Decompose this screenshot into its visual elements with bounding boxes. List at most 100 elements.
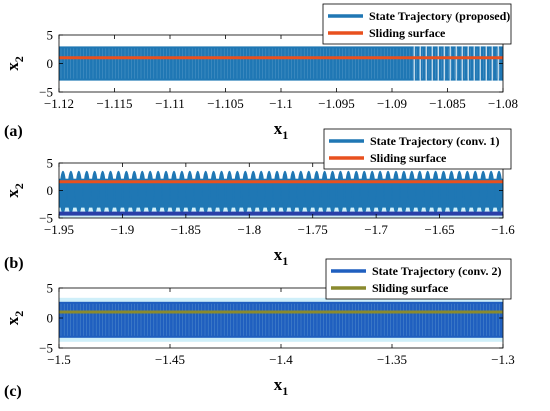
y-tick-label: 5 <box>47 28 54 43</box>
oscillation-cycle <box>154 170 162 214</box>
x-tick-label: −1.65 <box>425 222 455 237</box>
oscillation-cycle <box>146 170 154 214</box>
oscillation-cycle <box>138 170 146 214</box>
x-tick-label: −1.85 <box>171 222 201 237</box>
legend-entry: Sliding surface <box>370 151 447 165</box>
legend-entry: Sliding surface <box>369 26 446 40</box>
oscillation-cycle <box>59 170 67 214</box>
panel-label: (a) <box>4 123 23 140</box>
trajectory-texture <box>60 48 503 79</box>
y-axis-label: x2 <box>3 183 26 198</box>
oscillation-cycle <box>305 170 313 214</box>
oscillation-cycle <box>345 170 352 214</box>
y-tick-label: −5 <box>39 341 53 356</box>
x-axis-label: x1 <box>274 375 289 398</box>
oscillation-cycle <box>384 170 392 214</box>
y-tick-label: −5 <box>39 211 53 226</box>
oscillation-cycle <box>130 170 138 214</box>
oscillation-cycle <box>416 170 424 214</box>
panel-label: (b) <box>4 255 24 272</box>
x-tick-label: −1.8 <box>237 222 261 237</box>
x-tick-label: −1.105 <box>207 96 244 111</box>
x-tick-label: −1.7 <box>364 222 388 237</box>
x-tick-label: −1.4 <box>269 352 293 367</box>
oscillation-cycle <box>67 170 75 214</box>
x-tick-label: −1.3 <box>491 352 515 367</box>
oscillation-cycle <box>257 170 265 214</box>
oscillation-cycle <box>218 170 225 214</box>
x-tick-label: −1.75 <box>298 222 328 237</box>
x-tick-label: −1.1 <box>269 96 293 111</box>
plot-area <box>59 297 503 342</box>
oscillation-cycle <box>162 170 170 214</box>
oscillation-cycle <box>115 170 122 214</box>
oscillation-cycle <box>337 170 344 214</box>
oscillation-cycle <box>392 170 400 214</box>
x-tick-label: −1.9 <box>111 222 135 237</box>
oscillation-cycle <box>273 170 281 214</box>
x-axis-label: x1 <box>274 119 289 142</box>
oscillation-cycle <box>424 170 432 214</box>
x-tick-label: −1.5 <box>47 352 71 367</box>
legend-box <box>322 3 512 45</box>
legend-entry: State Trajectory (conv. 2) <box>372 264 502 278</box>
x-tick-label: −1.12 <box>44 96 74 111</box>
panel-label: (c) <box>4 383 22 400</box>
trajectory-gaps <box>413 46 499 81</box>
x-tick-label: −1.095 <box>318 96 355 111</box>
oscillation-cycle <box>352 170 360 214</box>
oscillation-cycle <box>194 170 202 214</box>
oscillation-cycle <box>210 170 217 214</box>
oscillation-cycle <box>226 170 233 214</box>
oscillation-cycle <box>170 170 178 214</box>
oscillation-cycle <box>448 170 455 214</box>
oscillation-cycle <box>99 170 106 214</box>
oscillation-cycle <box>456 170 463 214</box>
legend-entry: Sliding surface <box>372 281 449 295</box>
state-trajectory-band-1 <box>59 301 503 338</box>
legend-box <box>323 128 512 170</box>
oscillation-cycle <box>400 170 408 214</box>
oscillation-cycle <box>368 170 376 214</box>
y-tick-label: 5 <box>47 281 54 296</box>
x-tick-label: −1.95 <box>44 222 74 237</box>
trajectory-texture <box>60 303 503 336</box>
trajectory-lower-edge <box>59 211 503 216</box>
oscillation-cycle <box>234 170 241 214</box>
oscillation-cycle <box>202 170 210 214</box>
legend: State Trajectory (proposed) Sliding surfa… <box>322 3 512 45</box>
legend: State Trajectory (conv. 1) Sliding surfac… <box>323 128 512 170</box>
oscillation-cycle <box>241 170 249 214</box>
oscillation-cycle <box>329 170 336 214</box>
y-axis-label: x2 <box>3 56 26 71</box>
y-tick-label: 5 <box>47 156 54 171</box>
y-tick-label: −5 <box>39 85 53 100</box>
oscillation-cycle <box>408 170 416 214</box>
x-tick-label: −1.45 <box>155 352 185 367</box>
oscillation-cycle <box>91 170 99 214</box>
oscillation-cycle <box>178 170 186 214</box>
oscillation-cycle <box>83 170 91 214</box>
oscillation-cycle <box>432 170 439 214</box>
y-tick-label: 0 <box>47 56 54 71</box>
oscillation-cycle <box>321 170 328 214</box>
chart-panel-3: −1.5 −1.45 −1.4 −1.35 −1.3 −5 0 5 x1 x2 (c) State T… <box>3 258 515 400</box>
oscillation-cycle <box>479 170 487 214</box>
oscillation-cycle <box>463 170 471 214</box>
oscillation-cycle <box>265 170 273 214</box>
oscillation-cycle <box>249 170 257 214</box>
legend-box <box>325 258 512 300</box>
x-tick-label: −1.35 <box>377 352 407 367</box>
oscillation-cycle <box>471 170 479 214</box>
oscillation-cycle <box>107 170 114 214</box>
x-tick-label: −1.11 <box>155 96 185 111</box>
legend-entry: State Trajectory (proposed) <box>369 9 510 23</box>
oscillation-cycle <box>376 170 384 214</box>
oscillation-cycle <box>495 170 503 214</box>
plot-area <box>59 170 503 218</box>
oscillation-cycle <box>440 170 447 214</box>
oscillation-cycle <box>360 170 368 214</box>
chart-panel-1: −1.12 −1.115 −1.11 −1.105 −1.1 −1.095 −1.09 −1.… <box>3 3 518 142</box>
oscillation-cycle <box>281 170 289 214</box>
